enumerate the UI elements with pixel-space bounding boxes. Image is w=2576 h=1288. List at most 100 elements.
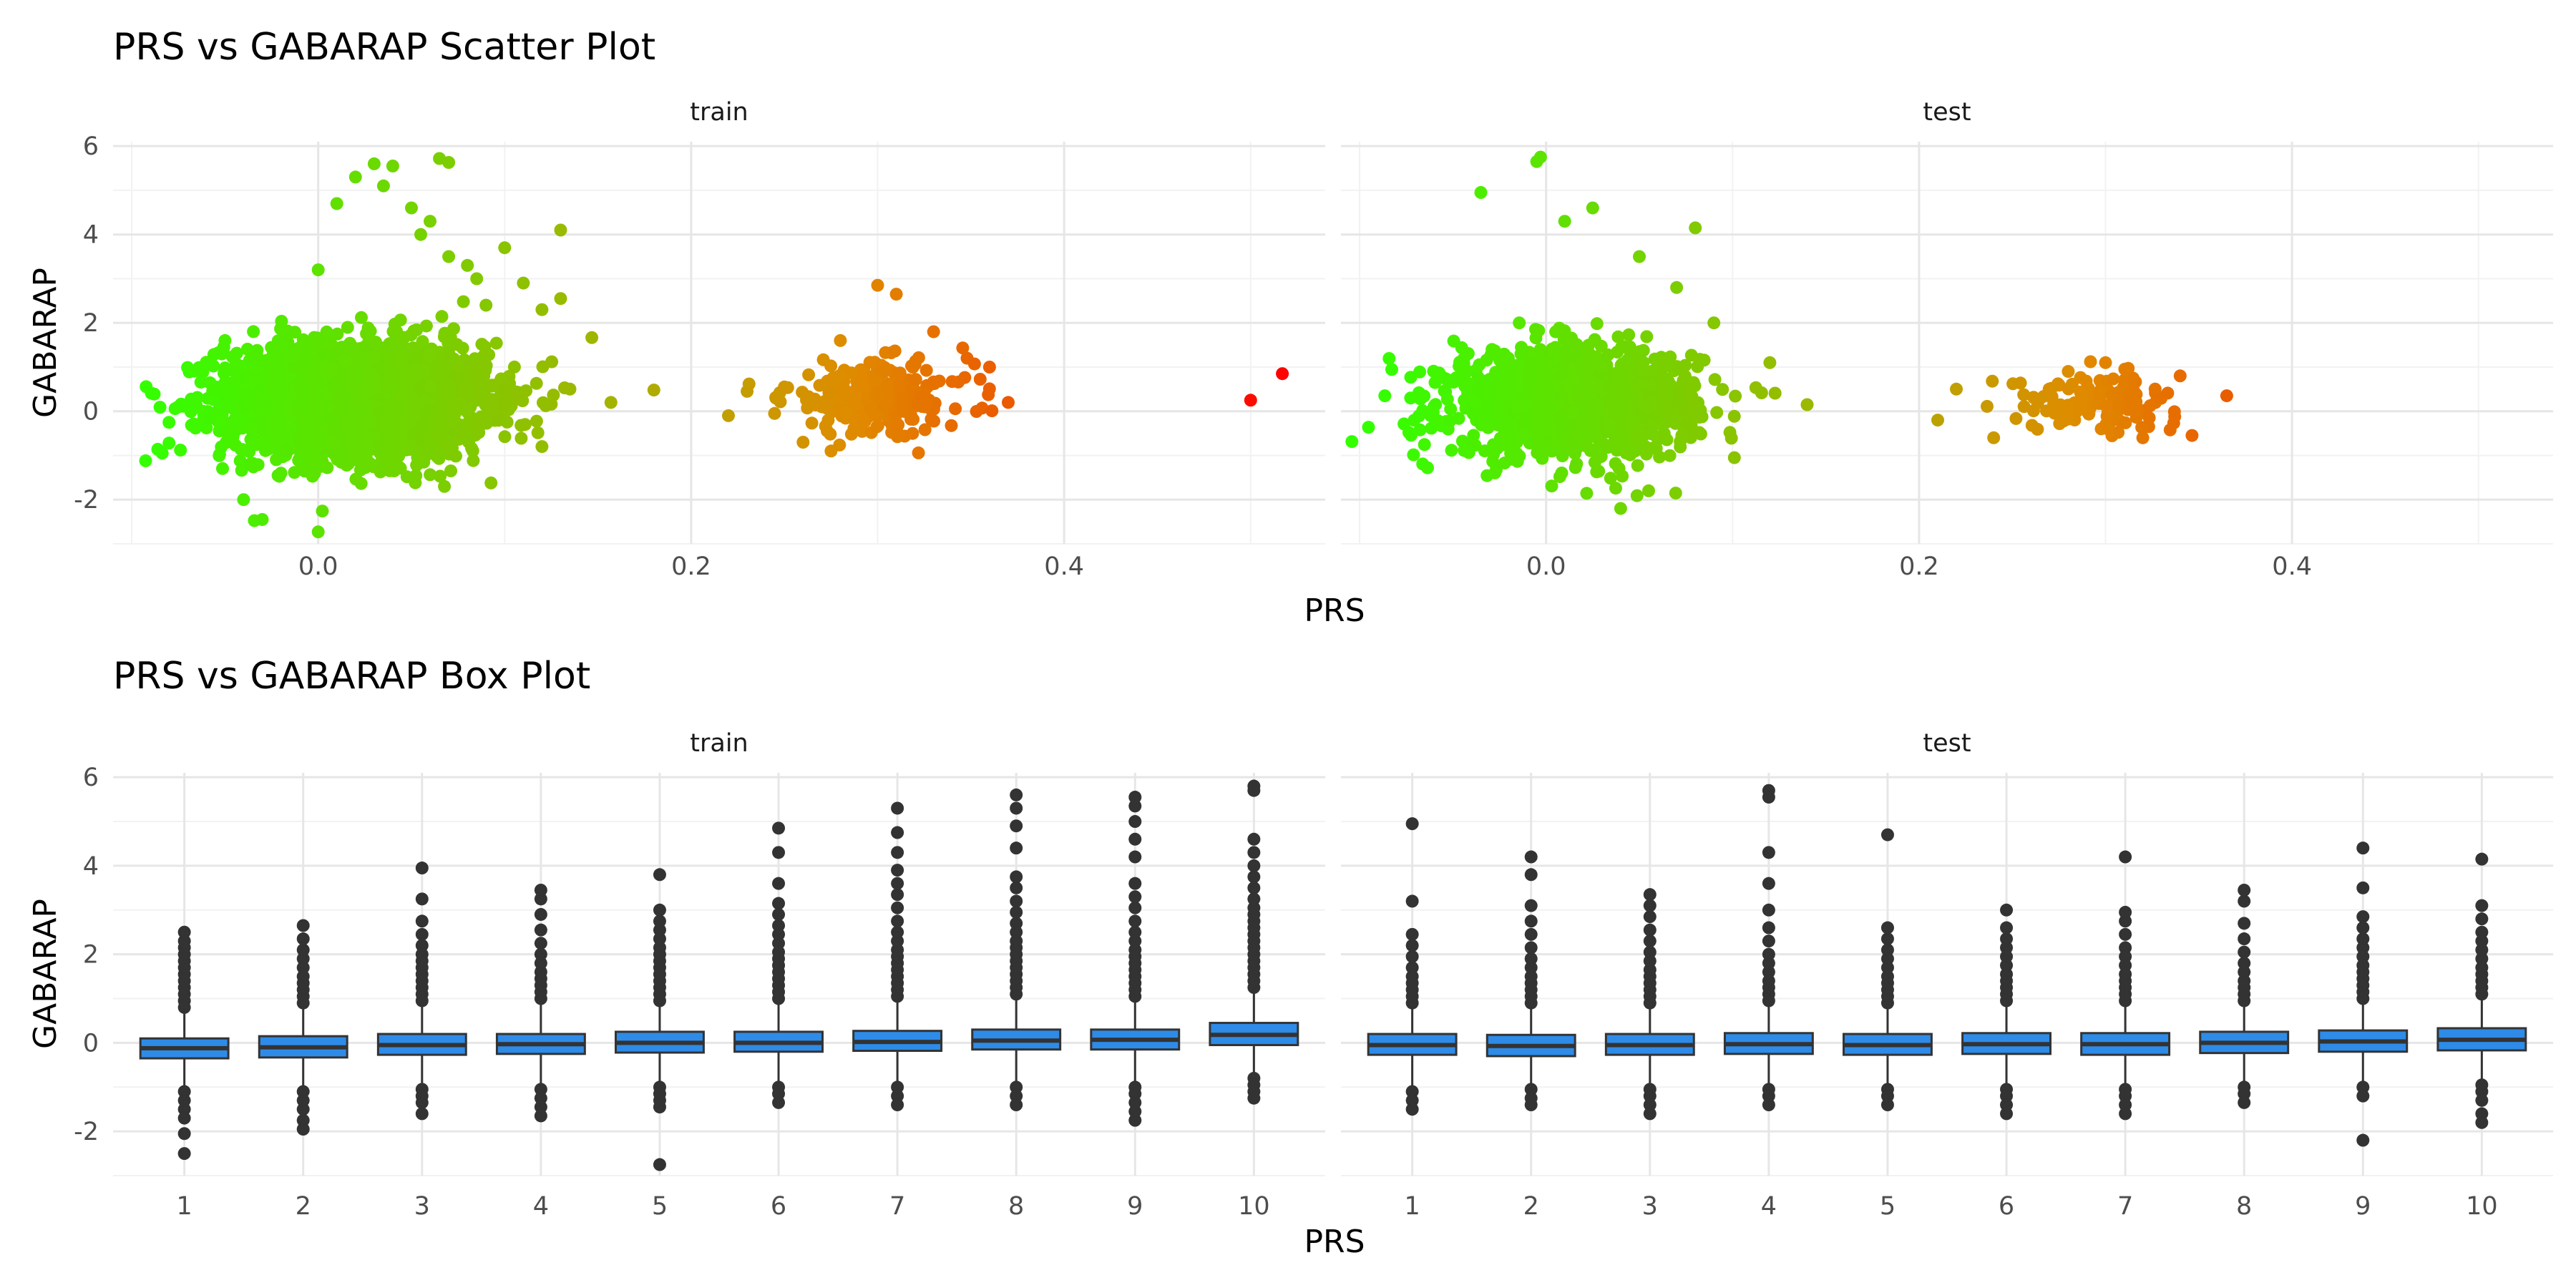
- outlier-point: [2119, 905, 2132, 919]
- scatter-point: [336, 439, 350, 452]
- scatter-point: [358, 415, 371, 429]
- scatter-point: [325, 436, 338, 450]
- scatter-point: [1514, 347, 1528, 361]
- scatter-point: [2107, 372, 2120, 386]
- scatter-point: [236, 443, 250, 457]
- scatter-point: [249, 350, 263, 364]
- scatter-point: [1573, 431, 1586, 444]
- scatter-point: [270, 414, 284, 428]
- scatter-point: [414, 228, 427, 241]
- scatter-point: [466, 444, 479, 457]
- scatter-point: [741, 384, 754, 398]
- scatter-point: [893, 366, 907, 380]
- x-tick-label: 1: [177, 1192, 192, 1221]
- outlier-point: [1010, 841, 1023, 855]
- scatter-point: [162, 436, 176, 450]
- scatter-point: [341, 321, 354, 334]
- scatter-point: [424, 468, 437, 482]
- scatter-point: [892, 418, 905, 431]
- scatter-point: [1614, 502, 1627, 515]
- outlier-point: [534, 907, 547, 921]
- scatter-point: [1637, 429, 1651, 442]
- scatter-point: [802, 368, 816, 381]
- scatter-point: [357, 354, 371, 368]
- scatter-point: [894, 377, 907, 391]
- outlier-point: [2238, 917, 2251, 930]
- outlier-point: [1128, 877, 1142, 890]
- box-y-axis-label: GABARAP: [27, 899, 64, 1049]
- scatter-point: [1418, 389, 1431, 403]
- scatter-point: [431, 421, 445, 434]
- scatter-point: [1426, 406, 1440, 419]
- scatter-point: [379, 420, 392, 434]
- outlier-point: [1762, 877, 1775, 890]
- scatter-point: [2168, 410, 2182, 424]
- x-tick-label: 0.2: [671, 552, 711, 581]
- scatter-point: [453, 403, 467, 416]
- scatter-point: [435, 310, 449, 323]
- outlier-point: [1128, 791, 1142, 804]
- scatter-point: [2220, 389, 2233, 403]
- x-tick-label: 7: [889, 1192, 905, 1221]
- scatter-point: [248, 437, 261, 451]
- scatter-point: [1542, 424, 1556, 437]
- scatter-point: [1631, 459, 1644, 472]
- scatter-point: [257, 405, 270, 419]
- scatter-point: [355, 311, 368, 324]
- outlier-point: [534, 883, 547, 897]
- scatter-point: [498, 430, 512, 444]
- outlier-point: [2356, 910, 2370, 924]
- scatter-point: [514, 431, 528, 445]
- scatter-point: [270, 349, 283, 363]
- scatter-point: [358, 340, 371, 353]
- outlier-point: [1405, 817, 1419, 831]
- outlier-point: [1010, 870, 1023, 884]
- scatter-point: [2009, 411, 2023, 425]
- scatter-point: [1621, 388, 1634, 401]
- scatter-point: [1523, 357, 1537, 371]
- outlier-point: [1128, 1113, 1142, 1127]
- scatter-point: [361, 321, 375, 335]
- outlier-point: [2000, 903, 2014, 917]
- scatter-point: [480, 416, 493, 430]
- scatter-point: [519, 384, 533, 398]
- outlier-point: [1524, 927, 1538, 941]
- scatter-point: [2163, 423, 2177, 436]
- outlier-point: [1643, 899, 1657, 912]
- y-tick-label: 0: [83, 398, 99, 426]
- scatter-point: [722, 409, 735, 422]
- scatter-point: [1556, 431, 1570, 445]
- scatter-point: [468, 352, 482, 366]
- scatter-point: [834, 333, 847, 347]
- x-tick-label: 3: [414, 1192, 430, 1221]
- scatter-point: [2101, 406, 2114, 419]
- scatter-point: [1505, 449, 1518, 463]
- scatter-point: [1630, 489, 1644, 502]
- scatter-point: [320, 325, 333, 338]
- scatter-point: [912, 446, 925, 459]
- outlier-point: [891, 846, 904, 859]
- scatter-point: [390, 441, 404, 454]
- scatter-point: [1768, 386, 1782, 400]
- outlier-point: [415, 927, 429, 941]
- scatter-point: [311, 525, 325, 539]
- scatter-point: [218, 333, 232, 347]
- scatter-point: [313, 411, 326, 424]
- outlier-point: [2238, 883, 2251, 897]
- scatter-point: [174, 444, 187, 457]
- scatter-point: [413, 432, 426, 446]
- scatter-point: [927, 375, 940, 389]
- scatter-point: [1588, 333, 1601, 346]
- outlier-point: [1524, 952, 1538, 965]
- outlier-point: [1762, 921, 1775, 935]
- outlier-point: [1643, 935, 1657, 948]
- outlier-point: [1128, 832, 1142, 846]
- scatter-point: [1421, 461, 1434, 474]
- scatter-point: [1466, 407, 1480, 421]
- outlier-point: [1643, 923, 1657, 937]
- scatter-point: [182, 365, 196, 379]
- scatter-point: [1440, 393, 1454, 406]
- scatter-point: [1488, 369, 1501, 383]
- outlier-point: [1010, 788, 1023, 801]
- outlier-point: [1247, 846, 1261, 859]
